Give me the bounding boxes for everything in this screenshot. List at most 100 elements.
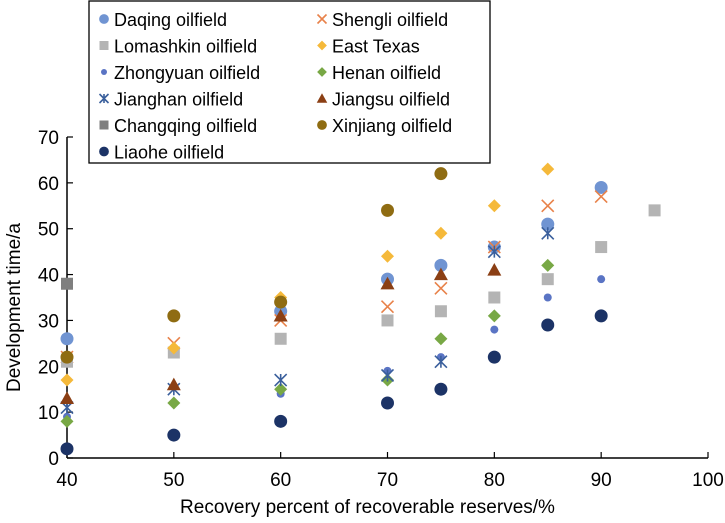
data-point — [167, 396, 181, 410]
series-jiangsu-oilfield — [60, 262, 502, 404]
legend-item: Liaohe oilfield — [99, 143, 224, 163]
legend-label: Jianghan oilfield — [114, 90, 243, 110]
data-point — [594, 190, 608, 204]
legend-marker-icon — [317, 67, 327, 77]
data-point — [541, 217, 555, 231]
legend-item: East Texas — [317, 37, 420, 57]
legend-marker-icon — [99, 41, 109, 50]
legend-label: Xinjiang oilfield — [332, 116, 452, 136]
data-point — [60, 442, 74, 456]
data-point — [434, 355, 448, 369]
x-tick-label: 80 — [484, 470, 505, 491]
x-axis-ticks: 40 50 60 70 80 90 100 — [56, 452, 724, 491]
data-point — [541, 273, 554, 286]
data-point — [487, 199, 501, 213]
legend-marker-icon — [99, 120, 109, 130]
data-point — [60, 373, 74, 387]
y-tick-label: 30 — [38, 311, 59, 332]
data-point — [434, 167, 448, 181]
legend-item: Jianghan oilfield — [98, 90, 243, 110]
legend-item: Xinjiang oilfield — [317, 116, 452, 136]
legend-label: Shengli oilfield — [332, 10, 448, 30]
legend-item: Zhongyuan oilfield — [101, 63, 260, 83]
data-point — [541, 318, 555, 332]
legend-label: Lomashkin oilfield — [114, 37, 257, 57]
data-point — [434, 332, 448, 346]
data-point — [487, 350, 501, 364]
data-point — [595, 241, 608, 254]
series-lomashkin-oilfield — [61, 204, 661, 368]
legend-label: Zhongyuan oilfield — [114, 63, 260, 83]
data-point — [60, 414, 74, 428]
legend-item: Daqing oilfield — [99, 10, 227, 30]
y-tick-label: 40 — [38, 266, 59, 287]
series-shengli-oilfield — [60, 190, 608, 364]
legend-item: Changqing oilfield — [99, 116, 257, 136]
series-liaohe-oilfield — [60, 309, 608, 456]
data-point — [274, 382, 288, 396]
legend: Daqing oilfield Shengli oilfield Lomashkin… — [88, 0, 491, 164]
y-axis-title: Development time/a — [4, 223, 25, 392]
y-tick-label: 10 — [38, 403, 59, 424]
data-point — [273, 308, 288, 322]
data-point — [167, 309, 181, 323]
y-tick-label: 70 — [38, 128, 59, 149]
data-point — [541, 199, 555, 213]
data-point — [274, 373, 288, 387]
data-point — [433, 267, 448, 281]
series-zhongyuan-oilfield — [63, 275, 606, 421]
x-axis-title: Recovery percent of recoverable reserves… — [180, 497, 555, 518]
data-point — [597, 275, 606, 284]
legend-marker-icon — [316, 13, 328, 25]
series-daqing-oilfield — [60, 180, 608, 346]
data-point — [594, 309, 608, 323]
series-jianghan-oilfield — [60, 226, 555, 415]
data-point — [434, 281, 448, 295]
legend-label: Jiangsu oilfield — [332, 90, 450, 110]
data-point — [487, 245, 501, 259]
legend-label: Henan oilfield — [332, 63, 441, 83]
data-point — [541, 162, 555, 176]
data-point — [60, 332, 74, 346]
data-point — [543, 293, 552, 302]
data-point — [60, 350, 74, 364]
data-point — [274, 414, 288, 428]
data-point — [381, 249, 394, 263]
data-point — [381, 203, 394, 217]
y-tick-label: 60 — [38, 174, 59, 195]
legend-item: Lomashkin oilfield — [99, 37, 257, 57]
legend-marker-icon — [317, 40, 327, 51]
data-point — [381, 314, 394, 327]
data-point — [380, 368, 395, 383]
legend-marker-icon — [317, 120, 327, 130]
legend-label: Daqing oilfield — [114, 10, 227, 30]
data-point — [380, 276, 395, 290]
x-tick-label: 90 — [591, 470, 612, 491]
y-tick-label: 0 — [48, 449, 59, 470]
legend-marker-icon — [316, 93, 328, 103]
x-tick-label: 40 — [56, 470, 77, 491]
data-point — [434, 226, 448, 240]
legend-frame — [88, 0, 491, 164]
data-point — [381, 396, 394, 410]
x-tick-label: 70 — [377, 470, 398, 491]
data-point — [490, 325, 499, 334]
x-tick-label: 50 — [163, 470, 184, 491]
data-point — [274, 332, 287, 345]
series-henan-oilfield — [60, 258, 555, 428]
legend-label: Changqing oilfield — [114, 116, 257, 136]
data-point — [167, 428, 181, 442]
legend-marker-icon — [101, 69, 107, 75]
data-point — [434, 258, 448, 272]
data-point — [167, 341, 181, 355]
series-xinjiang-oilfield — [60, 167, 448, 364]
axes — [66, 137, 708, 459]
data-points — [60, 162, 661, 456]
data-point — [541, 226, 555, 240]
data-point — [487, 309, 501, 323]
legend-marker-icon — [98, 93, 110, 104]
data-point — [274, 295, 288, 309]
y-tick-label: 20 — [38, 357, 59, 378]
y-tick-label: 50 — [38, 220, 59, 241]
